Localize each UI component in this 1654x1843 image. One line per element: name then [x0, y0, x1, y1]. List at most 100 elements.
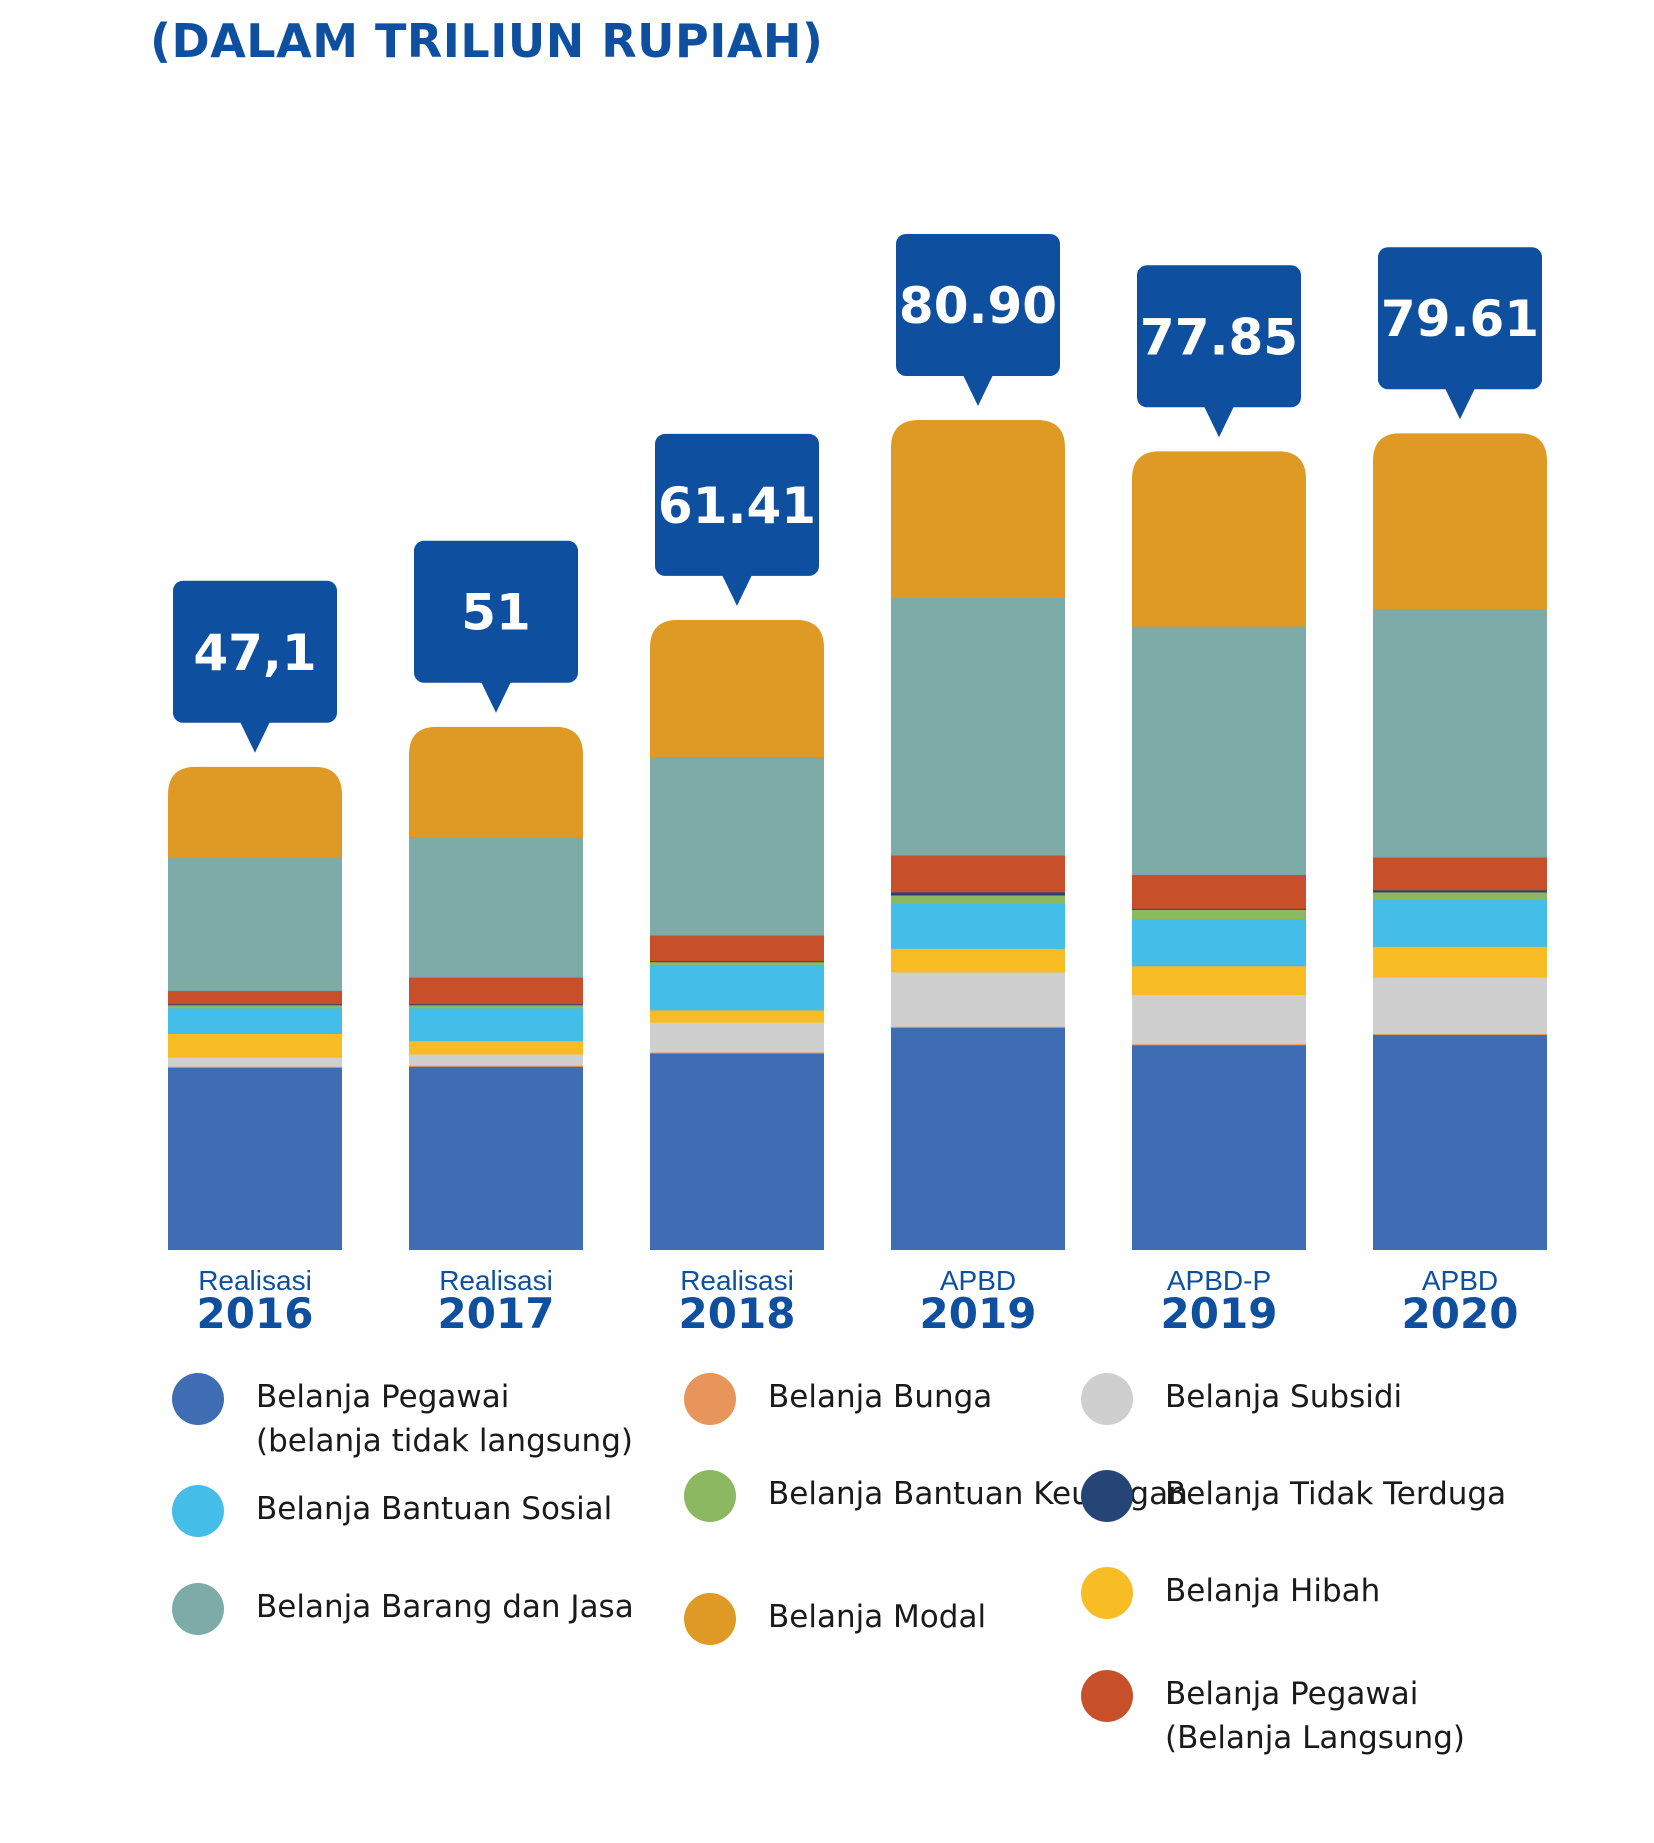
bar-group-2017-realisasi [409, 726, 583, 1250]
legend-swatch [684, 1470, 736, 1522]
bar-group-2016-realisasi [168, 766, 342, 1250]
bar-segment-belanja-subsidi [409, 1054, 583, 1066]
category-label-type: Realisasi [680, 1265, 794, 1296]
bar-segment-belanja-barang-dan-jasa [1132, 626, 1306, 875]
bar-segment-belanja-bantuan-sosial [1373, 899, 1547, 947]
bar-segment-belanja-barang-dan-jasa [650, 756, 824, 936]
bar-segment-belanja-pegawai-belanja-langsung [409, 977, 583, 1005]
bar-group-2019-apbd-p [1132, 451, 1306, 1250]
total-callout-box [1137, 265, 1301, 408]
bar-segment-belanja-bantuan-sosial [650, 964, 824, 1011]
legend-swatch [172, 1485, 224, 1537]
bar-segment-belanja-modal [168, 766, 342, 858]
bar-segment-belanja-bunga [409, 1065, 583, 1067]
total-callout-pointer [1204, 406, 1234, 438]
bar-segment-belanja-subsidi [891, 971, 1065, 1027]
legend-item-belanja-bunga: Belanja Bunga [684, 1373, 992, 1425]
bar-segment-belanja-pegawai-belanja-langsung [1132, 874, 1306, 909]
legend-item-belanja-subsidi: Belanja Subsidi [1081, 1373, 1402, 1425]
bar-segment-belanja-hibah [1373, 946, 1547, 978]
total-callout-box [1378, 247, 1542, 390]
bar-segment-belanja-pegawai-belanja-tidak-langsung [1132, 1044, 1306, 1250]
legend-label: Belanja Bantuan Keuangan [768, 1476, 1188, 1512]
total-value-label: 80.90 [899, 277, 1057, 335]
total-callout-pointer [481, 681, 511, 713]
legend-label: Belanja Hibah [1165, 1573, 1381, 1609]
legend-label: Belanja Pegawai (Belanja Langsung) [1165, 1676, 1465, 1756]
bar-segment-belanja-pegawai-belanja-tidak-langsung [650, 1053, 824, 1250]
total-callout-pointer [240, 721, 270, 753]
bar-segment-belanja-bantuan-sosial [891, 903, 1065, 949]
bar-segment-belanja-pegawai-belanja-tidak-langsung [409, 1066, 583, 1250]
bar-segment-belanja-tidak-terduga [891, 891, 1065, 896]
category-label-type: Realisasi [439, 1265, 553, 1296]
bar-segment-belanja-subsidi [1373, 977, 1547, 1035]
legend-label: Belanja Bunga [768, 1379, 993, 1415]
bar-segment-belanja-barang-dan-jasa [409, 836, 583, 978]
legend-item-belanja-bantuan-keuangan: Belanja Bantuan Keuangan [684, 1470, 1188, 1522]
legend-item-belanja-hibah: Belanja Hibah [1081, 1567, 1380, 1619]
total-value-label: 79.61 [1381, 290, 1539, 348]
total-value-label: 77.85 [1140, 308, 1298, 366]
category-label-type: APBD [940, 1265, 1016, 1296]
bar-segment-belanja-pegawai-belanja-tidak-langsung [891, 1027, 1065, 1250]
total-callout-pointer [722, 574, 752, 606]
bar-segment-belanja-hibah [1132, 965, 1306, 996]
category-label-type: APBD [1422, 1265, 1498, 1296]
bar-segment-belanja-bantuan-keuangan [891, 895, 1065, 904]
total-callout-pointer [1445, 388, 1475, 420]
legend-label: Belanja Bantuan Sosial [256, 1491, 613, 1527]
bar-segment-belanja-modal [1132, 451, 1306, 627]
bar-segment-belanja-pegawai-belanja-langsung [650, 935, 824, 962]
bar-segment-belanja-barang-dan-jasa [1373, 608, 1547, 858]
bar-segment-belanja-bunga [1373, 1033, 1547, 1036]
bar-segment-belanja-modal [891, 419, 1065, 598]
bar-segment-belanja-tidak-terduga [650, 960, 824, 963]
bar-segment-belanja-bunga [1132, 1043, 1306, 1046]
bar-segment-belanja-bunga [891, 1026, 1065, 1028]
bar-segment-belanja-tidak-terduga [1373, 889, 1547, 893]
bar-group-2020-apbd [1373, 433, 1547, 1250]
bar-segment-belanja-bantuan-keuangan [409, 1004, 583, 1009]
total-value-label: 47,1 [193, 624, 316, 682]
legend-swatch [1081, 1373, 1133, 1425]
bar-group-2018-realisasi [650, 619, 824, 1250]
bar-segment-belanja-modal [409, 726, 583, 838]
legend-item-belanja-modal: Belanja Modal [684, 1593, 986, 1645]
bar-segment-belanja-tidak-terduga [1132, 908, 1306, 910]
legend-swatch [684, 1373, 736, 1425]
bar-group-2019-apbd [891, 419, 1065, 1250]
category-label-type: APBD-P [1167, 1265, 1271, 1296]
bar-segment-belanja-hibah [891, 948, 1065, 973]
bar-segment-belanja-subsidi [1132, 994, 1306, 1045]
legend-label: Belanja Subsidi [1165, 1379, 1403, 1415]
total-value-label: 61.41 [658, 477, 816, 535]
category-label-year: 2016 [197, 1289, 314, 1338]
legend-swatch [1081, 1670, 1133, 1722]
bar-segment-belanja-bantuan-keuangan [1373, 891, 1547, 900]
legend-label: Belanja Pegawai (belanja tidak langsung) [256, 1379, 633, 1459]
total-callout-box [655, 433, 819, 576]
bar-segment-belanja-subsidi [650, 1022, 824, 1053]
bar-segment-belanja-hibah [168, 1033, 342, 1058]
category-label-year: 2019 [1161, 1289, 1278, 1338]
legend-item-belanja-pegawai-belanja-langsung: Belanja Pegawai (Belanja Langsung) [1081, 1670, 1465, 1760]
bar-segment-belanja-bantuan-keuangan [650, 961, 824, 966]
category-label-year: 2017 [438, 1289, 555, 1338]
category-label-year: 2020 [1402, 1289, 1519, 1338]
bar-segment-belanja-modal [1373, 433, 1547, 610]
total-callout-box [896, 233, 1060, 376]
legend-label: Belanja Barang dan Jasa [256, 1589, 634, 1625]
bar-segment-belanja-bantuan-sosial [168, 1007, 342, 1035]
bar-segment-belanja-pegawai-belanja-tidak-langsung [1373, 1034, 1547, 1250]
legend-swatch [172, 1583, 224, 1635]
bar-segment-belanja-barang-dan-jasa [168, 857, 342, 991]
bar-segment-belanja-pegawai-belanja-langsung [891, 854, 1065, 893]
total-callout-pointer [963, 374, 993, 406]
bar-segment-belanja-tidak-terduga [168, 1003, 342, 1006]
legend-label: Belanja Tidak Terduga [1165, 1476, 1507, 1512]
category-label-year: 2018 [679, 1289, 796, 1338]
legend-label: Belanja Modal [768, 1599, 987, 1635]
bar-segment-belanja-tidak-terduga [409, 1003, 583, 1006]
